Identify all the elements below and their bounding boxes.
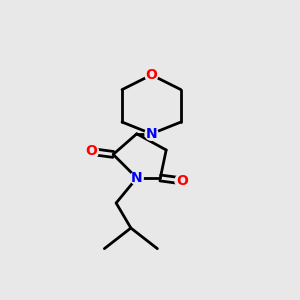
Circle shape — [145, 68, 158, 81]
Text: O: O — [176, 174, 188, 188]
Text: O: O — [85, 145, 97, 158]
Circle shape — [130, 172, 143, 184]
Text: N: N — [146, 127, 157, 141]
Circle shape — [175, 174, 190, 188]
Circle shape — [84, 144, 98, 159]
Circle shape — [145, 127, 158, 140]
Text: N: N — [131, 171, 142, 185]
Text: O: O — [146, 68, 158, 82]
